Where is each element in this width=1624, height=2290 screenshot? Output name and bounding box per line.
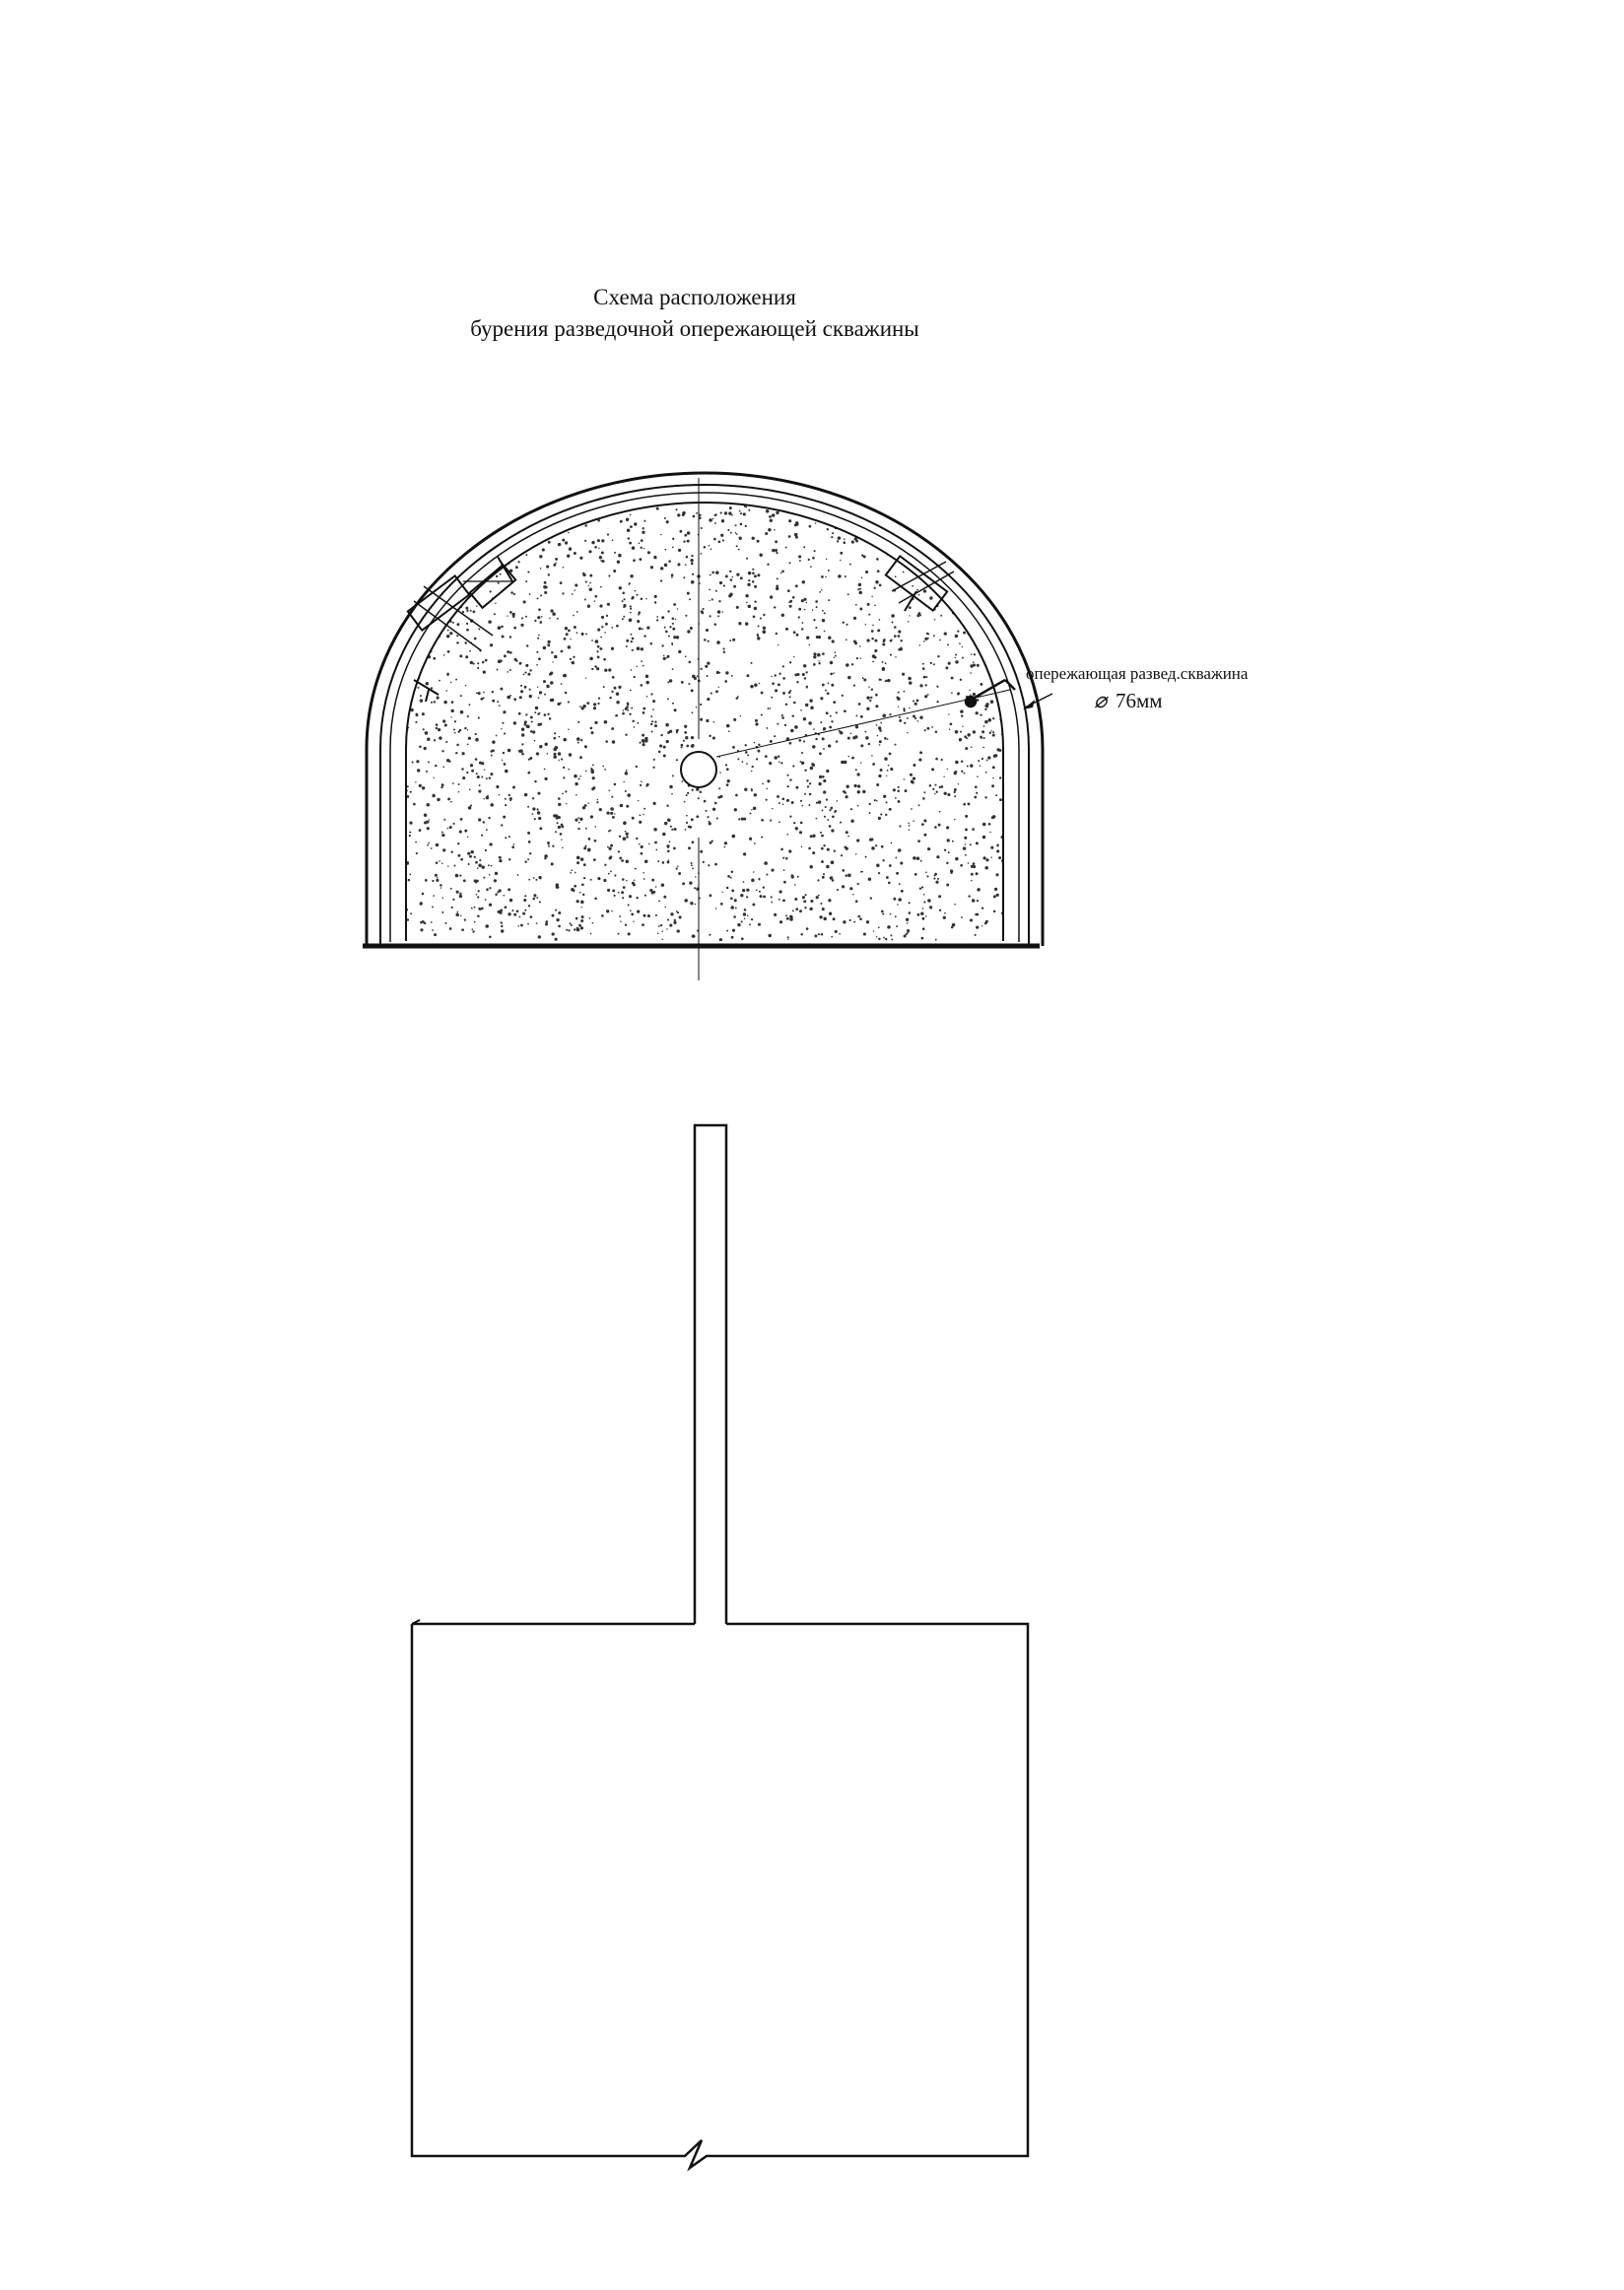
plan-corner-tick (411, 1619, 421, 1625)
diagram-title: Схема расположения бурения разведочной о… (0, 282, 1389, 345)
title-line-2: бурения разведочной опережающей скважины (470, 316, 919, 341)
callout-leader-line (715, 689, 1011, 758)
lining-second (379, 484, 1030, 944)
callout-arrowhead (1023, 700, 1035, 709)
lining-outer (365, 471, 1045, 946)
callout-label: опережающая развед.скважина (1026, 664, 1249, 683)
central-borehole (680, 751, 717, 788)
title-line-1: Схема расположения (593, 285, 796, 309)
stippled-face (406, 503, 1003, 941)
anchor-bracket-left-upper (406, 573, 494, 651)
plan-view (410, 1123, 1030, 2172)
tunnel-cross-section (363, 471, 1053, 980)
lining-inner (405, 502, 1004, 941)
anchor-bracket-right-upper (884, 554, 955, 613)
anchor-bracket-left-top (463, 556, 517, 610)
callout-diameter-symbol: ⌀ (1094, 688, 1110, 712)
plan-probe-channel (693, 1123, 728, 1624)
callout-diameter: 76мм (1116, 689, 1163, 712)
lining-third (389, 492, 1020, 942)
plan-outline (410, 1622, 1030, 2172)
anchor-mark-left-lower (413, 679, 440, 703)
